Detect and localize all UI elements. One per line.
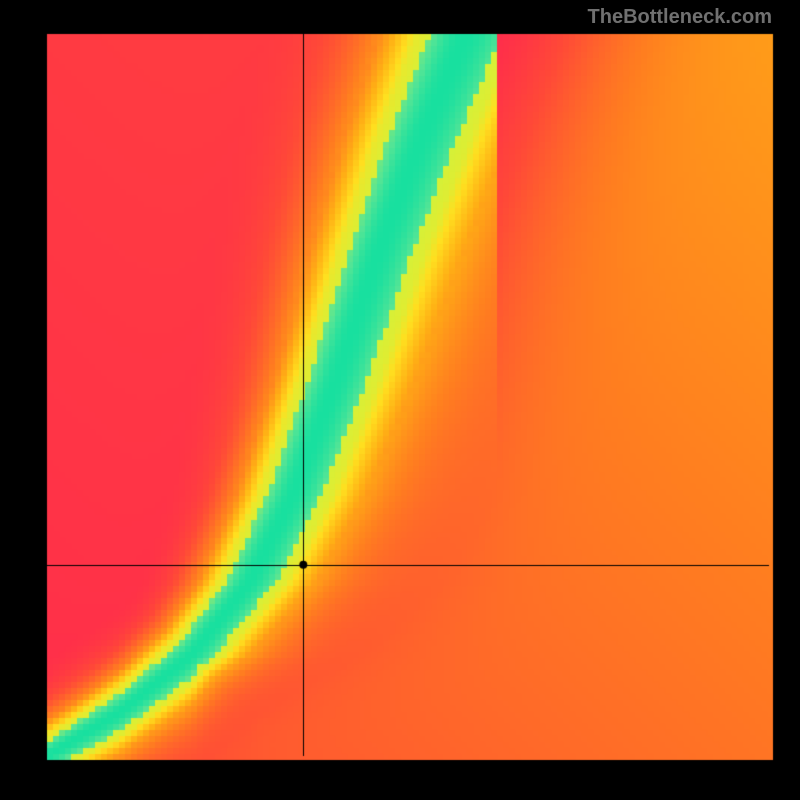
bottleneck-heatmap — [0, 0, 800, 800]
chart-container: TheBottleneck.com — [0, 0, 800, 800]
attribution-label: TheBottleneck.com — [588, 6, 772, 29]
